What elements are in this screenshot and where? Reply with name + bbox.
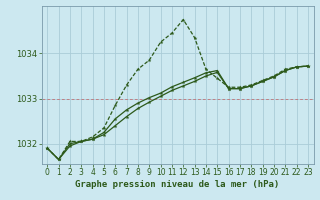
- X-axis label: Graphe pression niveau de la mer (hPa): Graphe pression niveau de la mer (hPa): [76, 180, 280, 189]
